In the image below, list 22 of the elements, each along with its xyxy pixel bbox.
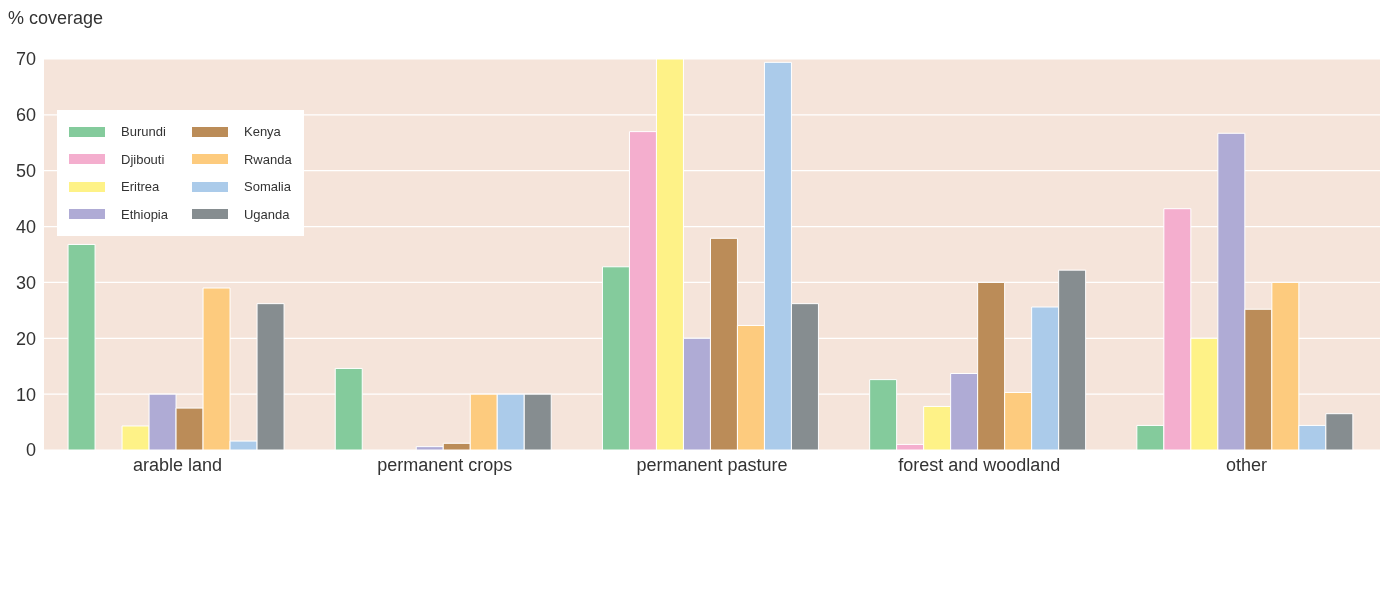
legend-label: Uganda (243, 206, 290, 222)
y-tick-label: 60 (15, 105, 36, 126)
y-tick-label: 10 (15, 384, 36, 405)
x-tick-label: permanent crops (377, 454, 513, 475)
legend-label: Djibouti (121, 151, 165, 167)
legend-label: Ethiopia (121, 206, 168, 222)
x-tick-label: other (1225, 454, 1267, 475)
legend-label: Somalia (243, 179, 291, 195)
y-axis-title: % coverage (8, 8, 104, 29)
y-tick-label: 20 (15, 328, 36, 349)
legend-label: Kenya (243, 124, 281, 140)
y-tick-label: 0 (25, 440, 36, 461)
legend-label: Burundi (121, 124, 166, 140)
legend-label: Eritrea (121, 179, 160, 195)
y-tick-label: 70 (15, 49, 36, 70)
y-tick-label: 40 (15, 216, 36, 237)
legend-label: Rwanda (243, 151, 292, 167)
y-tick-label: 30 (15, 272, 36, 293)
y-tick-label: 50 (15, 161, 36, 182)
x-tick-label: forest and woodland (898, 454, 1061, 475)
x-tick-label: arable land (133, 454, 223, 475)
x-tick-label: permanent pasture (636, 454, 788, 475)
